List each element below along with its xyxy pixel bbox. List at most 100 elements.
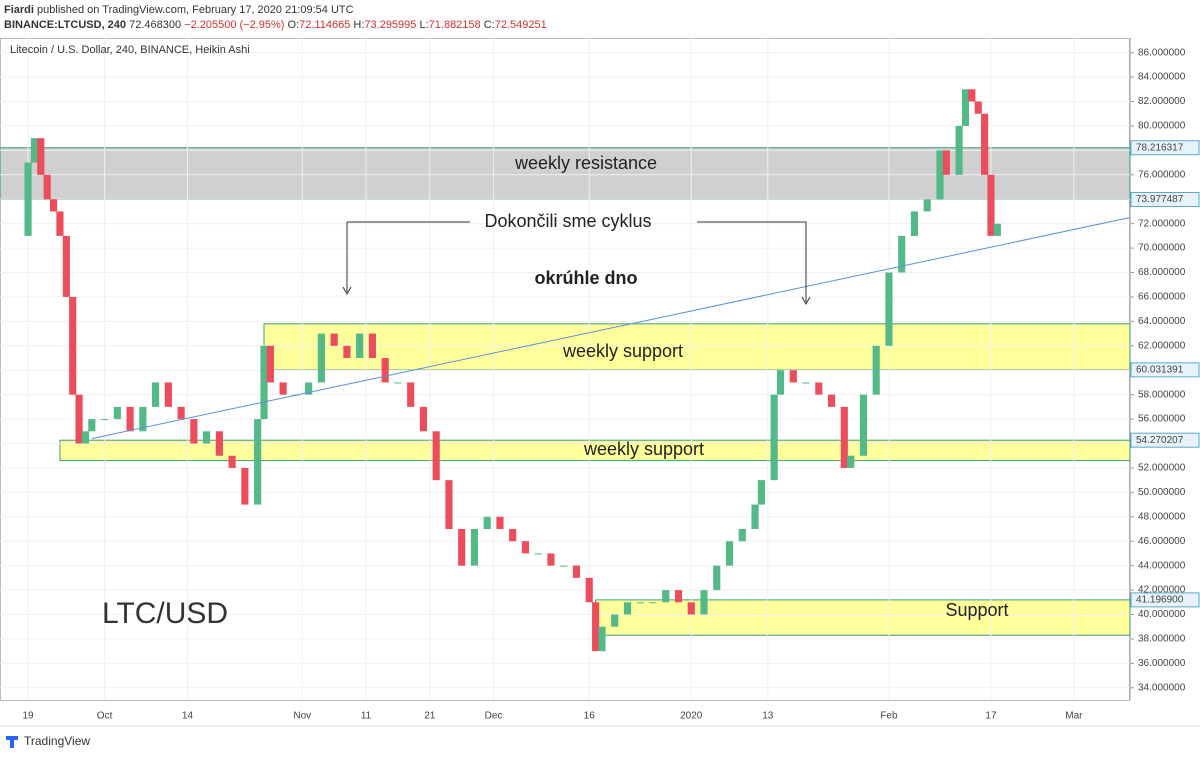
price: 72.468300 [129,19,181,31]
y-tick-label: 68.000000 [1138,267,1186,278]
candle [859,394,868,456]
candle [88,419,96,432]
candle [37,138,45,175]
price-label: 54.270207 [1136,435,1184,446]
candle [101,419,109,421]
y-tick-label: 70.000000 [1138,243,1186,254]
candle [751,504,759,530]
candle [942,150,950,175]
y-tick-label: 44.000000 [1138,560,1186,571]
candle [910,211,919,236]
candle [623,602,632,615]
change: −2.205500 (−2.95%) [184,19,284,31]
price-label-box [1130,432,1200,448]
candle [177,406,185,420]
candle [898,235,906,273]
price-label-box [1130,140,1200,156]
price-label: 78.216317 [1136,142,1184,153]
candle [560,565,568,567]
candle [687,602,695,615]
candle [968,89,976,102]
candle [547,553,555,566]
price-label-box [1130,362,1200,378]
candle [317,333,325,383]
footer: TradingView [24,734,90,748]
candle [776,370,785,395]
header-line: Fiardi published on TradingView.com, Feb… [4,4,354,16]
candle [757,480,765,505]
x-tick-label: 21 [424,711,436,722]
candle [923,199,931,212]
price-label-box [1130,192,1200,208]
candle [521,541,530,554]
x-tick-label: 13 [762,711,774,722]
candle [872,345,880,395]
candle [840,406,848,468]
annotation: Dokončili sme cyklus [484,211,651,231]
y-tick-label: 50.000000 [1138,487,1186,498]
candle [407,382,415,407]
candle [662,590,670,603]
x-tick-label: Nov [293,711,311,722]
chart-title: Litecoin / U.S. Dollar, 240, BINANCE, He… [10,44,250,56]
ohlc-value: 72.114665 [299,19,350,31]
candle [164,382,172,407]
y-tick-label: 80.000000 [1138,121,1186,132]
candle [43,174,51,200]
y-tick-label: 46.000000 [1138,536,1186,547]
candle [203,431,211,444]
candle [770,394,778,481]
candle [30,138,39,163]
candle [266,345,274,383]
candle [981,113,989,175]
candle [847,455,855,468]
x-tick-label: 16 [584,711,596,722]
candle [368,333,376,359]
symbol: BINANCE:LTCUSD, 240 [4,19,126,31]
candle [936,150,944,200]
y-tick-label: 62.000000 [1138,340,1186,351]
ohlc-value: 73.295995 [364,19,416,31]
candle [81,431,90,444]
author: Fiardi [4,4,34,16]
annotation: LTC/USD [102,597,228,630]
x-tick-label: 14 [182,711,194,722]
price-label: 73.977487 [1136,194,1184,205]
candle [585,577,593,603]
x-tick-label: 11 [361,711,372,722]
candle [636,602,644,604]
candle [305,382,313,395]
candle [113,406,121,420]
zone-label: weekly support [583,439,704,459]
candle [228,455,236,468]
candle [974,101,982,114]
candle [69,296,77,395]
candle [700,590,708,615]
candle [126,406,134,432]
candle [961,89,970,126]
y-tick-label: 48.000000 [1138,511,1186,522]
y-tick-label: 52.000000 [1138,463,1186,474]
x-tick-label: Feb [880,711,898,722]
candle [445,480,453,530]
zone [595,599,1131,636]
candle [75,394,83,444]
candle [592,602,600,652]
candle [419,406,428,432]
candle [993,223,1001,236]
candle [483,516,491,530]
y-tick-label: 82.000000 [1138,96,1186,107]
candle [470,529,479,566]
candle [24,162,32,236]
y-tick-label: 58.000000 [1138,389,1186,400]
candle [611,614,619,627]
ohlc-label: L: [419,19,428,31]
y-tick-label: 40.000000 [1138,609,1186,620]
candle [330,333,338,346]
zone-label: weekly resistance [514,153,657,173]
candle [343,345,351,359]
candle [496,516,504,530]
candle [215,431,223,456]
trendline [91,217,1131,440]
